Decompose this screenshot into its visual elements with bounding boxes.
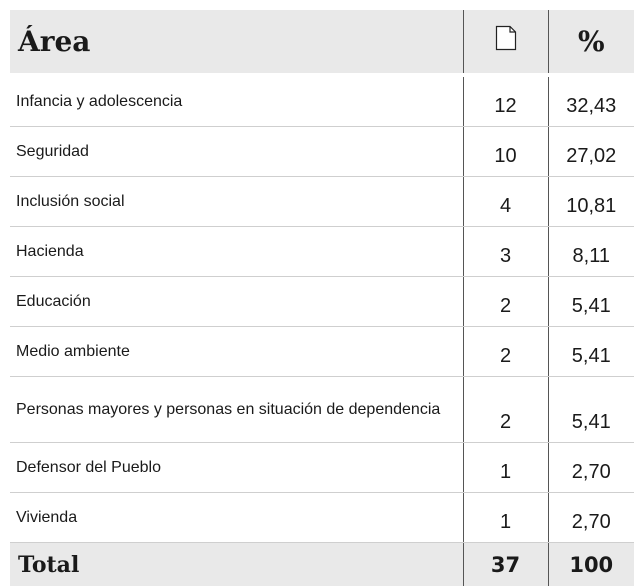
row-area: Infancia y adolescencia [10, 75, 463, 127]
table-footer: Total 37 100 [10, 543, 634, 586]
total-label: Total [10, 543, 463, 586]
table-header: Área % [10, 10, 634, 75]
row-count: 1 [463, 493, 548, 543]
row-area: Vivienda [10, 493, 463, 543]
row-area: Inclusión social [10, 177, 463, 227]
row-percent: 10,81 [548, 177, 634, 227]
row-area: Personas mayores y personas en situación… [10, 377, 463, 443]
row-count: 2 [463, 377, 548, 443]
row-percent: 2,70 [548, 493, 634, 543]
header-document-icon [463, 10, 548, 75]
row-count: 2 [463, 327, 548, 377]
row-area: Educación [10, 277, 463, 327]
header-area: Área [10, 10, 463, 75]
row-count: 12 [463, 75, 548, 127]
row-count: 4 [463, 177, 548, 227]
row-percent: 5,41 [548, 377, 634, 443]
row-count: 2 [463, 277, 548, 327]
total-percent: 100 [548, 543, 634, 586]
row-area: Medio ambiente [10, 327, 463, 377]
row-area: Hacienda [10, 227, 463, 277]
row-percent: 5,41 [548, 277, 634, 327]
row-percent: 27,02 [548, 127, 634, 177]
row-percent: 8,11 [548, 227, 634, 277]
row-count: 3 [463, 227, 548, 277]
page: {"header": {"area": "Área", "percent": "… [0, 0, 644, 514]
row-count: 1 [463, 443, 548, 493]
row-percent: 2,70 [548, 443, 634, 493]
table-row: Personas mayores y personas en situación… [10, 377, 634, 443]
row-area: Seguridad [10, 127, 463, 177]
total-count: 37 [463, 543, 548, 586]
row-count: 10 [463, 127, 548, 177]
row-percent: 5,41 [548, 327, 634, 377]
row-percent: 32,43 [548, 75, 634, 127]
document-icon [495, 25, 517, 51]
header-percent: % [548, 10, 634, 75]
row-area: Defensor del Pueblo [10, 443, 463, 493]
